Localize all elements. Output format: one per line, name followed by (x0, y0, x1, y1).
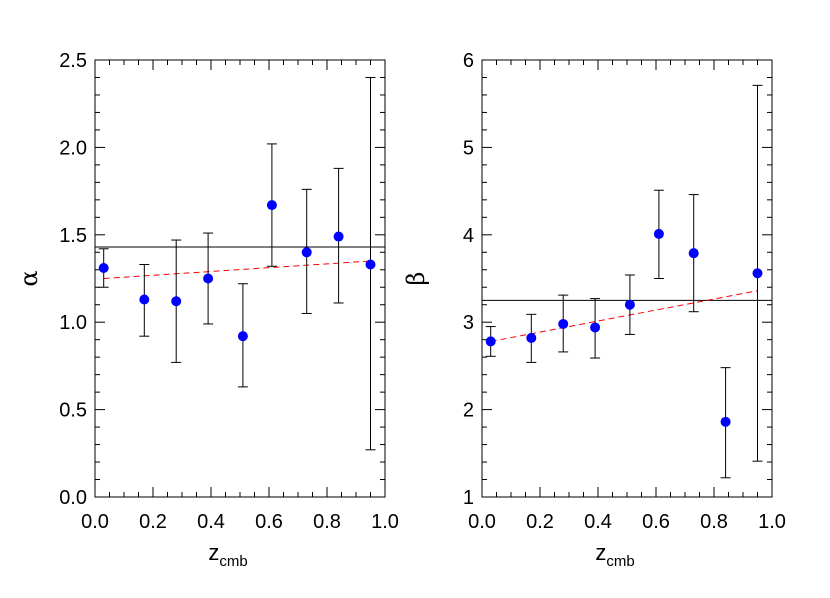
data-point (171, 296, 182, 307)
data-point (485, 336, 496, 347)
y-tick-label: 0.0 (59, 487, 87, 509)
data-point (720, 416, 731, 427)
x-axis-label-subscript: cmb (606, 553, 634, 570)
data-point (237, 331, 248, 342)
y-tick-label: 2.5 (59, 50, 87, 72)
x-axis-label-main: z (208, 540, 219, 565)
x-axis-label: zcmb (208, 540, 247, 570)
data-point (139, 294, 150, 305)
x-tick-label: 0.2 (139, 511, 167, 533)
x-axis-label: zcmb (595, 540, 634, 570)
plot-frame (481, 59, 773, 498)
x-axis-label-subscript: cmb (219, 553, 247, 570)
y-axis-label: α (15, 270, 43, 286)
data-point (624, 299, 635, 310)
data-point (333, 231, 344, 242)
y-tick-label: 1.5 (59, 225, 87, 247)
trend-line (490, 290, 758, 342)
data-point (98, 263, 109, 274)
y-tick-label: 2.0 (59, 137, 87, 159)
y-tick-label: 6 (463, 50, 474, 72)
y-tick-label: 1.0 (59, 312, 87, 334)
x-tick-label: 1.0 (758, 511, 786, 533)
x-tick-label: 0.2 (526, 511, 554, 533)
y-tick-label: 5 (463, 137, 474, 159)
y-tick-label: 4 (463, 225, 474, 247)
data-point (203, 273, 214, 284)
x-tick-label: 0.6 (642, 511, 670, 533)
x-tick-label: 1.0 (371, 511, 399, 533)
x-tick-label: 0.4 (584, 511, 612, 533)
data-point (653, 228, 664, 239)
x-tick-label: 0.8 (700, 511, 728, 533)
x-tick-label: 0.4 (197, 511, 225, 533)
chart-panel-1: 0.0 0.2 0.4 0.6 0.8 1.0 0.0 0.5 1.0 1.5 2.0 2.5 α zcm… (15, 50, 399, 570)
data-point (558, 318, 569, 329)
x-axis-label-main: z (595, 540, 606, 565)
x-tick-label: 0.6 (255, 511, 283, 533)
plot-frame (94, 59, 386, 498)
y-tick-label: 1 (463, 487, 474, 509)
y-axis-label: β (402, 272, 430, 286)
chart-panel-2: 0.0 0.2 0.4 0.6 0.8 1.0 1 2 3 4 5 6 β zcmb (402, 50, 786, 570)
data-point (752, 268, 763, 279)
y-tick-label: 3 (463, 312, 474, 334)
data-point (266, 200, 277, 211)
data-point (301, 247, 312, 258)
x-tick-label: 0.0 (81, 511, 109, 533)
x-tick-label: 0.8 (313, 511, 341, 533)
data-point (688, 248, 699, 259)
data-point (590, 322, 601, 333)
x-tick-label: 0.0 (468, 511, 496, 533)
y-tick-label: 2 (463, 400, 474, 422)
data-point (526, 332, 537, 343)
trend-line (103, 260, 371, 279)
y-tick-label: 0.5 (59, 400, 87, 422)
data-point (365, 259, 376, 270)
